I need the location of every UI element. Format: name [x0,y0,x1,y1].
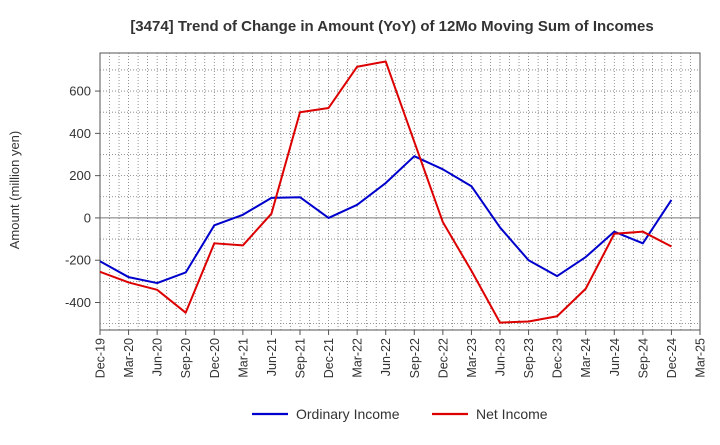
x-tick-label: Dec-19 [94,338,108,378]
x-tick-label: Jun-23 [494,338,508,376]
plot-frame [99,52,701,331]
x-tick-label: Mar-24 [579,338,593,378]
axes: -400 -200 0 200 400 600 Dec-19 Mar-20 Jun-20 Sep-… [65,84,708,379]
x-tick-label: Jun-21 [265,338,279,376]
y-tick-label: 0 [84,210,91,225]
y-tick-label: -400 [65,295,91,310]
x-tick-label: Dec-23 [551,338,565,378]
x-tick-label: Jun-20 [151,338,165,376]
x-tick-label: Mar-21 [236,338,250,378]
x-tick-label: Dec-21 [322,338,336,378]
x-tick-label: Sep-22 [408,338,422,378]
x-tick-label: Sep-23 [522,338,536,378]
x-tick-label: Dec-20 [208,338,222,378]
legend-label-ordinary-income: Ordinary Income [296,406,400,422]
x-tick-label: Mar-23 [465,338,479,378]
y-tick-label: 200 [69,168,91,183]
x-tick-label: Jun-22 [379,338,393,376]
series [99,60,673,324]
y-tick-label: 400 [69,126,91,141]
x-tick-label: Dec-22 [436,338,450,378]
y-tick-label: 600 [69,84,91,99]
x-tick-label: Mar-25 [694,338,708,378]
x-tick-label: Sep-21 [294,338,308,378]
legend-label-net-income: Net Income [476,406,548,422]
y-tick-label: -200 [65,253,91,268]
x-tick-label: Mar-20 [122,338,136,378]
series-line-net-income [99,60,672,324]
chart-title: [3474] Trend of Change in Amount (YoY) o… [130,18,653,35]
x-tick-label: Sep-24 [636,338,650,378]
x-tick-label: Dec-24 [665,338,679,378]
series-line-ordinary-income [99,155,673,285]
x-tick-label: Mar-22 [351,338,365,378]
legend: Ordinary Income Net Income [252,406,548,422]
grid [99,52,701,331]
y-axis-label: Amount (million yen) [7,131,22,250]
x-tick-label: Jun-24 [608,338,622,376]
x-tick-label: Sep-20 [179,338,193,378]
